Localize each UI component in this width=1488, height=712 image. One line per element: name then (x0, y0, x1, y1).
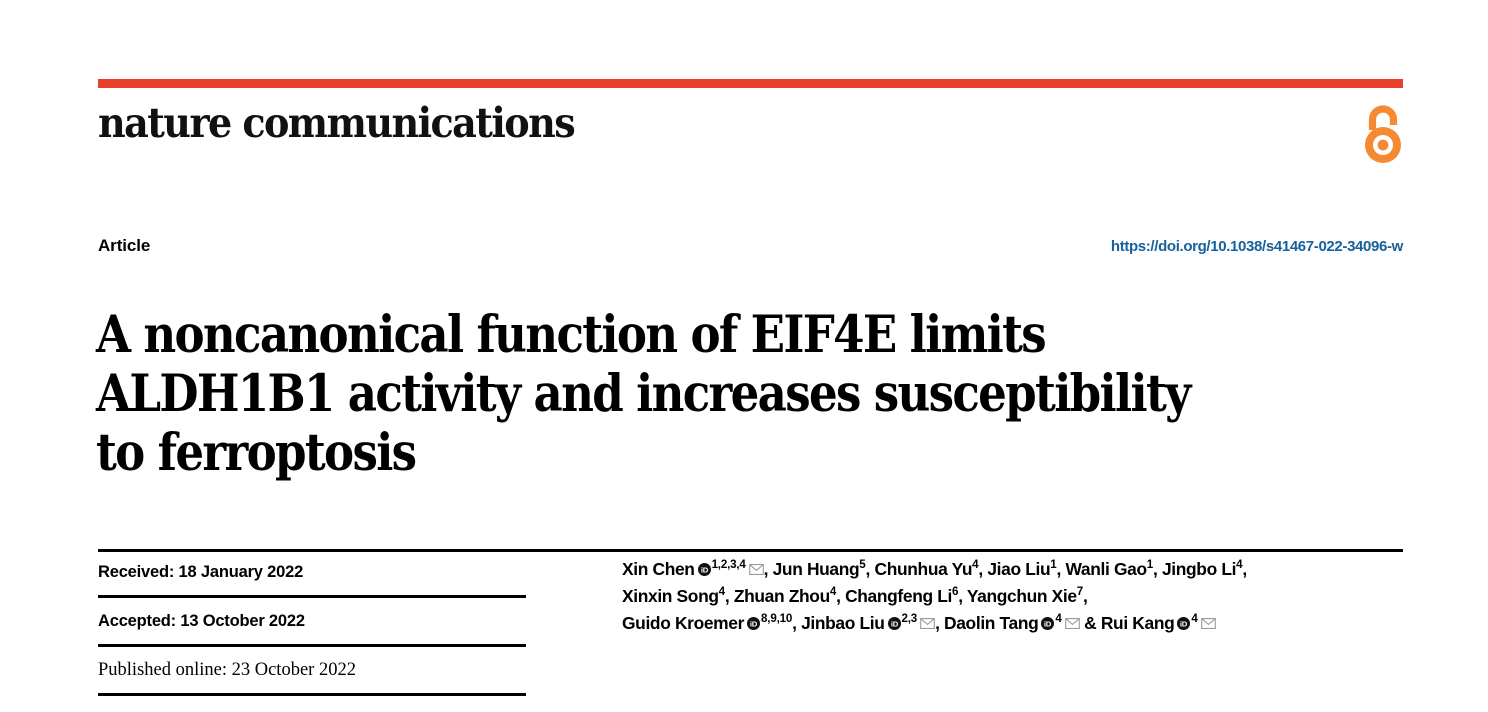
author-name[interactable]: Yangchun Xie (966, 586, 1077, 606)
author-name[interactable]: Jun Huang (772, 559, 860, 579)
author-name[interactable]: Xinxin Song (622, 586, 719, 606)
article-history: Received: 18 January 2022 Accepted: 13 O… (98, 549, 526, 696)
orcid-id-icon[interactable]: iD (747, 611, 761, 630)
article-type-label: Article (98, 236, 151, 255)
author-name[interactable]: Daolin Tang (944, 613, 1039, 633)
author-affiliation: 1 (1146, 558, 1153, 572)
journal-masthead: nature communications (98, 99, 576, 147)
author-affiliation: 2,3 (901, 612, 918, 626)
author-affiliation: 4 (1191, 612, 1198, 626)
orcid-id-icon[interactable]: iD (1041, 611, 1055, 630)
author-name[interactable]: Guido Kroemer (622, 613, 745, 633)
author-separator: , (958, 586, 967, 606)
svg-text:iD: iD (750, 619, 758, 628)
author-separator: , (1082, 586, 1088, 606)
author-affiliation: 4 (718, 585, 725, 599)
author-affiliation: 5 (859, 558, 866, 572)
title-line-2: ALDH1B1 activity and increases susceptib… (96, 364, 1191, 425)
author-name[interactable]: Jiao Liu (987, 559, 1051, 579)
orcid-id-icon[interactable]: iD (1177, 611, 1191, 630)
author-separator: , (836, 586, 846, 606)
author-affiliation: 4 (829, 585, 837, 599)
author-separator: , (978, 559, 988, 579)
published-date: Published online: 23 October 2022 (98, 647, 526, 696)
author-separator: , (1242, 559, 1247, 579)
author-name[interactable]: Xin Chen (622, 559, 695, 579)
envelope-icon[interactable] (748, 556, 764, 576)
author-name[interactable]: Jingbo Li (1161, 559, 1237, 579)
header-divider (98, 549, 1403, 552)
svg-text:iD: iD (700, 565, 708, 574)
svg-text:iD: iD (890, 619, 898, 628)
brand-rule (98, 79, 1403, 88)
envelope-icon[interactable] (920, 610, 935, 630)
author-affiliation: 7 (1076, 585, 1083, 599)
author-separator: , (792, 613, 802, 633)
orcid-id-icon[interactable]: iD (887, 611, 901, 630)
author-name[interactable]: Zhuan Zhou (733, 586, 830, 606)
author-affiliation: 4 (1236, 558, 1243, 572)
author-name[interactable]: Chunhua Yu (874, 559, 973, 579)
svg-text:iD: iD (1044, 619, 1052, 628)
author-separator: , (935, 613, 945, 633)
open-access-icon (1360, 104, 1406, 166)
accepted-date: Accepted: 13 October 2022 (98, 598, 526, 647)
title-line-3: to ferroptosis (96, 423, 417, 484)
author-affiliation: 1 (1050, 558, 1057, 572)
svg-text:iD: iD (1180, 619, 1188, 628)
envelope-icon[interactable] (1064, 610, 1080, 630)
author-separator: , (1056, 559, 1066, 579)
author-list: Xin Chen iD 1,2,3,4, Jun Huang5, Chunhua Y… (622, 556, 1412, 637)
author-separator: & (1079, 613, 1101, 633)
title-line-1: A noncanonical function of EIF4E limits (96, 305, 1047, 366)
author-name[interactable]: Changfeng Li (845, 586, 952, 606)
author-separator: , (763, 559, 773, 579)
received-date: Received: 18 January 2022 (98, 549, 526, 598)
author-separator: , (1152, 559, 1162, 579)
author-affiliation: 8,9,10 (761, 612, 793, 626)
author-affiliation: 4 (972, 558, 979, 572)
article-header-page: nature communications Article https://do… (96, 0, 1406, 712)
orcid-id-icon[interactable]: iD (697, 557, 711, 576)
author-affiliation: 6 (951, 585, 959, 599)
author-separator: , (865, 559, 875, 579)
author-separator: , (724, 586, 734, 606)
author-name[interactable]: Rui Kang (1100, 613, 1175, 633)
author-name[interactable]: Jinbao Liu (801, 613, 885, 633)
author-affiliation: 4 (1055, 612, 1062, 626)
envelope-icon[interactable] (1200, 610, 1216, 630)
author-affiliation: 1,2,3,4 (711, 558, 746, 572)
doi-link[interactable]: https://doi.org/10.1038/s41467-022-34096… (1110, 238, 1403, 255)
author-name[interactable]: Wanli Gao (1065, 559, 1148, 579)
page-title: A noncanonical function of EIF4E limits A… (96, 306, 1264, 483)
